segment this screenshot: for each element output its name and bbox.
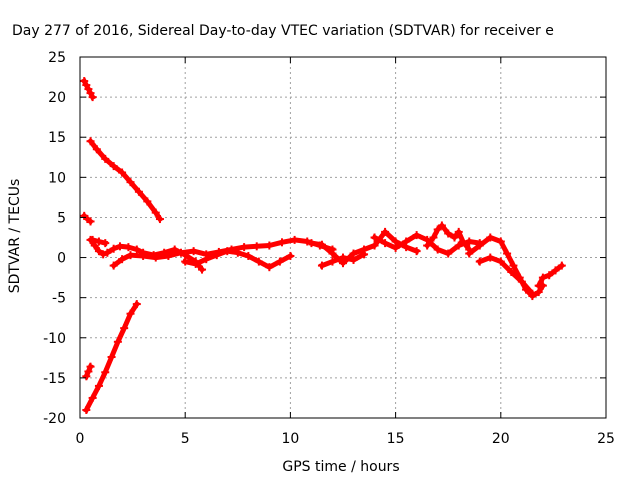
y-tick-label: -15 xyxy=(43,371,66,387)
x-tick-label: 15 xyxy=(387,431,405,447)
tick-label-layer: 0 5 10 15 20 25 -20 -15 -10 -5 0 5 10 15 20 25 xyxy=(43,50,615,447)
y-tick-label: 10 xyxy=(48,170,66,186)
plot-frame xyxy=(79,56,607,419)
x-tick-label: 0 xyxy=(76,431,85,447)
tick-layer xyxy=(79,56,607,419)
chart-title: Day 277 of 2016, Sidereal Day-to-day VTE… xyxy=(12,23,554,39)
y-tick-label: -20 xyxy=(43,411,66,427)
y-tick-label: 0 xyxy=(57,251,66,267)
y-tick-label: 15 xyxy=(48,130,66,146)
data-layer xyxy=(80,77,566,414)
y-tick-label: 20 xyxy=(48,90,66,106)
x-tick-label: 10 xyxy=(281,431,299,447)
data-series-track-b xyxy=(86,137,164,223)
y-axis-label: SDTVAR / TECUs xyxy=(7,179,23,294)
grid-layer xyxy=(80,57,606,418)
y-tick-label: -5 xyxy=(52,291,66,307)
y-tick-label: 5 xyxy=(57,210,66,226)
x-axis-label: GPS time / hours xyxy=(282,459,399,475)
y-tick-label: 25 xyxy=(48,50,66,66)
x-tick-label: 20 xyxy=(492,431,510,447)
x-tick-label: 5 xyxy=(181,431,190,447)
y-tick-label: -10 xyxy=(43,331,66,347)
x-tick-label: 25 xyxy=(597,431,615,447)
